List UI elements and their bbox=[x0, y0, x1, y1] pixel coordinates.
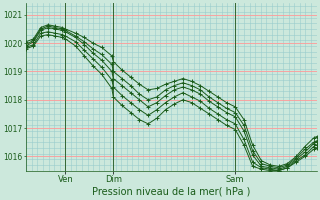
X-axis label: Pression niveau de la mer( hPa ): Pression niveau de la mer( hPa ) bbox=[92, 187, 251, 197]
